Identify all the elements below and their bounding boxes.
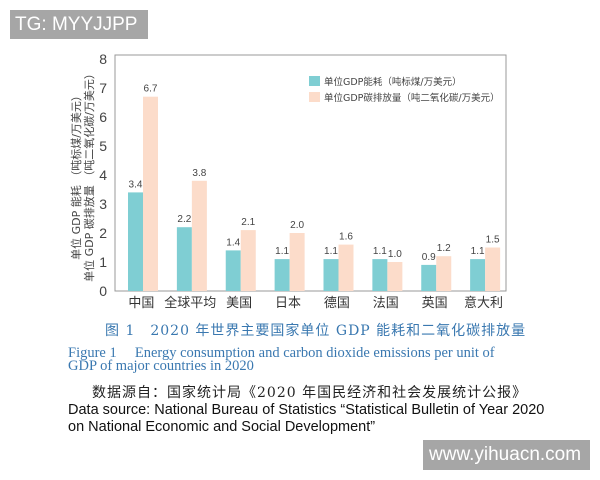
legend-label: 单位GDP碳排放量（吨二氧化碳/万美元）: [324, 92, 500, 104]
watermark-site: www.yihuacn.com: [423, 440, 590, 470]
source-english-line1: Data source: National Bureau of Statisti…: [68, 402, 545, 418]
x-tick-label: 意大利: [464, 295, 503, 311]
source-english-line2: on National Economic and Social Developm…: [68, 419, 376, 435]
y-tick-label: 6: [99, 109, 107, 125]
data-label: 1.1: [324, 246, 338, 257]
bar-carbon: [338, 244, 354, 291]
bar-carbon: [387, 262, 403, 291]
bar-carbon: [289, 233, 305, 291]
x-tick-label: 中国: [128, 296, 154, 311]
bar-carbon: [436, 256, 452, 291]
y-axis-title: 单位 GDP 能耗 （吨标煤/万美元）: [69, 90, 83, 260]
y-tick-label: 4: [99, 167, 107, 183]
data-label: 1.1: [373, 246, 387, 257]
y-tick-label: 8: [99, 51, 107, 67]
y-tick-label: 0: [99, 283, 107, 299]
bar-energy: [421, 264, 437, 291]
source-chinese: 数据源自：国家统计局《2020 年国民经济和社会发展统计公报》: [92, 385, 528, 401]
data-label: 1.6: [339, 232, 353, 243]
x-tick-label: 美国: [226, 296, 252, 311]
data-label: 0.9: [422, 252, 436, 263]
legend-label: 单位GDP能耗（吨标煤/万美元）: [324, 76, 462, 88]
bar-energy: [274, 259, 290, 291]
data-label: 3.8: [192, 168, 206, 179]
data-label: 1.1: [471, 246, 485, 257]
watermark-tg: TG: MYYJJPP: [10, 10, 148, 39]
bar-carbon: [485, 247, 501, 291]
legend-swatch: [309, 92, 320, 102]
bar-carbon: [240, 230, 256, 291]
y-tick-label: 7: [99, 80, 107, 96]
data-label: 6.7: [144, 84, 158, 95]
data-label: 2.1: [241, 217, 255, 228]
data-label: 2.0: [290, 220, 304, 231]
data-label: 1.5: [486, 235, 500, 246]
x-tick-label: 德国: [324, 296, 350, 311]
bar-energy: [323, 259, 339, 291]
caption-english-line1: Figure 1 Energy consumption and carbon d…: [68, 345, 495, 361]
data-label: 1.1: [275, 246, 289, 257]
data-label: 1.2: [437, 243, 451, 254]
bar-energy: [176, 227, 192, 291]
bar-energy: [225, 250, 241, 291]
data-label: 3.4: [129, 179, 143, 190]
x-tick-label: 英国: [422, 296, 448, 311]
bar-energy: [372, 259, 388, 291]
plot-frame: [114, 54, 507, 292]
x-tick-label: 法国: [373, 296, 399, 311]
data-label: 1.0: [388, 249, 402, 260]
caption-english-line2: GDP of major countries in 2020: [68, 358, 254, 374]
bar-carbon: [143, 96, 158, 291]
bar-energy: [128, 192, 143, 291]
y-tick-label: 1: [99, 254, 107, 270]
caption-chinese: 图 1 2020 年世界主要国家单位 GDP 能耗和二氧化碳排放量: [105, 323, 527, 339]
x-tick-label: 日本: [275, 296, 301, 311]
data-label: 2.2: [177, 214, 191, 225]
bar-chart: 0 1 2 3 4 5 6 7 8 单位 GDP 能耗 （吨标煤/万美元） 单位 GDP 碳排放量 …: [69, 51, 507, 311]
legend-swatch: [309, 76, 320, 86]
y-axis-title: 单位 GDP 碳排放量 （吨二氧化碳/万美元）: [82, 68, 96, 282]
bar-energy: [470, 259, 486, 291]
data-label: 1.4: [226, 237, 240, 248]
x-tick-label: 全球平均: [164, 295, 216, 311]
bar-carbon: [191, 180, 207, 291]
y-tick-label: 3: [99, 196, 107, 212]
y-tick-label: 5: [99, 138, 107, 154]
y-tick-label: 2: [99, 225, 107, 241]
